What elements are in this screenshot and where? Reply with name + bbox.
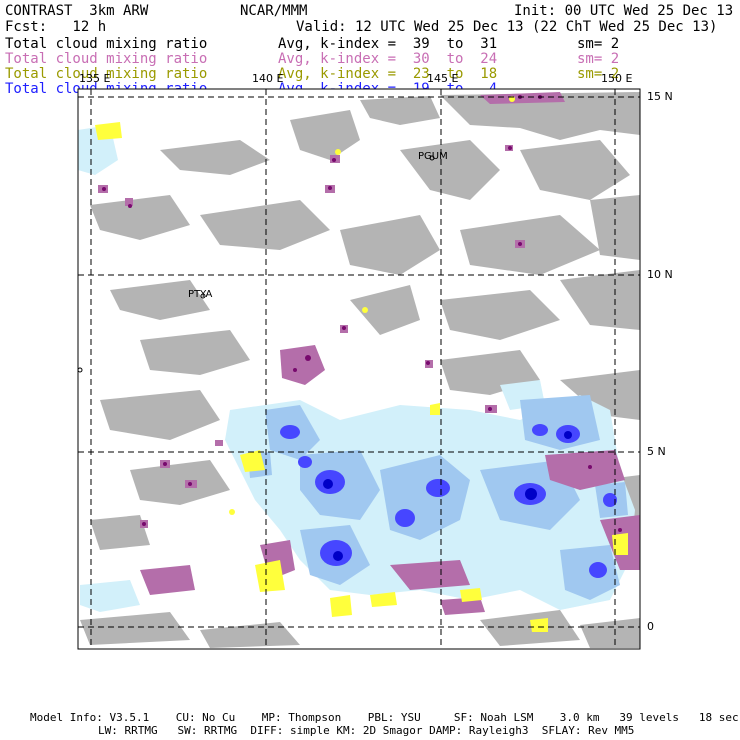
model-info-line-1: Model Info: V3.5.1 CU: No Cu MP: Thompso…: [30, 711, 739, 724]
lat-label-10n: 10 N: [647, 268, 673, 281]
legend-sm-1: sm= 2: [577, 36, 620, 52]
legend-avg-3: Avg, k-index = 23 to 18: [278, 66, 498, 82]
legend-avg-2: Avg, k-index = 30 to 24: [278, 51, 498, 67]
model-info-line-2: LW: RRTMG SW: RRTMG DIFF: simple KM: 2D …: [98, 724, 635, 737]
legend-field-1: Total cloud mixing ratio: [5, 36, 208, 52]
cloud-fields: [78, 92, 640, 648]
pgum-marker: [429, 155, 435, 161]
init-time: Init: 00 UTC Wed 25 Dec 13: [514, 3, 734, 19]
lat-label-5n: 5 N: [647, 445, 666, 458]
legend-field-2: Total cloud mixing ratio: [5, 51, 208, 67]
lat-label-0: 0: [647, 620, 654, 633]
yellow-cloud-layer: [95, 96, 628, 632]
valid-time: Valid: 12 UTC Wed 25 Dec 13 (22 ChT Wed …: [296, 19, 718, 35]
legend-avg-1: Avg, k-index = 39 to 31: [278, 36, 498, 52]
place-label-ptya: PTYA: [188, 289, 213, 300]
lon-label-140e: 140 E: [252, 72, 284, 85]
model-title: CONTRAST 3km ARW: [5, 3, 149, 19]
ptya-marker: [200, 293, 206, 299]
legend-sm-2: sm= 2: [577, 51, 620, 67]
lat-lon-grid: [78, 89, 640, 649]
gray-cloud-layer: [80, 92, 640, 648]
station-markers: [77, 155, 435, 373]
edge-marker: [77, 367, 83, 373]
lat-label-15n: 15 N: [647, 90, 673, 103]
lon-label-150e: 150 E: [601, 72, 633, 85]
dark-blue-cloud-cores: [323, 431, 572, 561]
legend-sm-3: sm= 2: [577, 66, 620, 82]
lon-label-145e: 145 E: [427, 72, 459, 85]
lon-label-135e: 135 E: [79, 72, 111, 85]
place-label-pgum: PGUM: [418, 151, 448, 162]
forecast-hour: Fcst: 12 h: [5, 19, 107, 35]
legend-field-3: Total cloud mixing ratio: [5, 66, 208, 82]
organization-label: NCAR/MMM: [240, 3, 308, 19]
